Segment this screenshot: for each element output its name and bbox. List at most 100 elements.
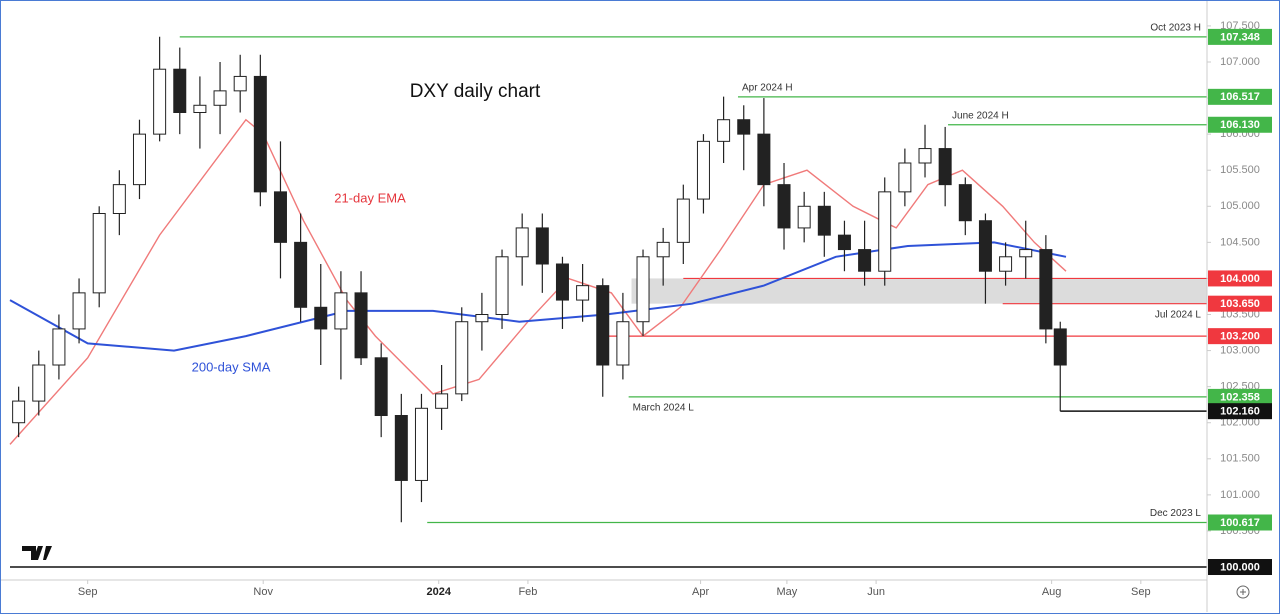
candle-body xyxy=(757,133,771,186)
sma-annotation: 200-day SMA xyxy=(192,359,271,374)
candle-body xyxy=(797,205,811,229)
y-tick-label: 101.500 xyxy=(1220,453,1260,465)
price-box xyxy=(1208,328,1272,345)
candle-body xyxy=(253,75,267,193)
price-box-label: 106.130 xyxy=(1220,119,1260,131)
x-tick-label: Apr xyxy=(692,586,709,598)
candle-body xyxy=(394,415,408,481)
price-box xyxy=(1208,388,1272,405)
candle-body xyxy=(858,249,872,272)
candle-body xyxy=(354,292,368,359)
candle-body xyxy=(1053,328,1067,366)
candle-body xyxy=(233,75,247,92)
price-box xyxy=(1208,514,1272,531)
level-label: Jul 2024 L xyxy=(1155,309,1202,320)
level-label: Oct 2023 H xyxy=(1150,23,1201,34)
x-tick-label: Aug xyxy=(1042,586,1062,598)
candle-body xyxy=(112,184,126,215)
level-label: March 2024 L xyxy=(633,403,695,414)
candle-body xyxy=(374,357,388,417)
candle-body xyxy=(717,119,731,142)
price-box xyxy=(1208,116,1272,133)
x-tick-label: May xyxy=(777,586,798,598)
candle-body xyxy=(576,285,590,301)
candle-body xyxy=(777,184,791,229)
candle-body xyxy=(837,234,851,251)
price-box xyxy=(1208,295,1272,312)
price-box-label: 103.650 xyxy=(1220,298,1260,310)
candle-body xyxy=(455,321,469,395)
candle-body xyxy=(596,285,610,366)
candle-body xyxy=(515,227,529,258)
price-box-label: 104.000 xyxy=(1220,273,1260,285)
candle-body xyxy=(435,393,449,409)
candle-body xyxy=(676,198,690,243)
candle-body xyxy=(999,256,1013,272)
candle-body xyxy=(696,140,710,200)
price-box-label: 103.200 xyxy=(1220,331,1260,343)
candle-body xyxy=(314,306,328,330)
candle-body xyxy=(978,220,992,272)
chart-title: DXY daily chart xyxy=(410,81,541,102)
candle-body xyxy=(193,104,207,113)
candle-body xyxy=(132,133,146,186)
price-box xyxy=(1208,28,1272,45)
candle-body xyxy=(153,68,167,135)
candle-body xyxy=(92,213,106,294)
y-tick-label: 107.500 xyxy=(1220,20,1260,32)
price-box-label: 106.517 xyxy=(1220,91,1260,103)
candle-body xyxy=(636,256,650,323)
candle-body xyxy=(898,162,912,193)
candle-body xyxy=(1019,249,1033,258)
settings-icon[interactable] xyxy=(1236,585,1250,599)
x-tick-label: Feb xyxy=(518,586,537,598)
y-tick-label: 101.000 xyxy=(1220,489,1260,501)
candle-body xyxy=(918,148,932,164)
y-tick-label: 105.000 xyxy=(1220,200,1260,212)
candle-body xyxy=(273,191,287,243)
level-label: Apr 2024 H xyxy=(742,82,793,93)
level-label: Dec 2023 L xyxy=(1150,508,1202,519)
candle-body xyxy=(294,241,308,308)
price-box-label: 100.000 xyxy=(1220,561,1260,573)
x-tick-label: Sep xyxy=(1131,586,1151,598)
candle-body xyxy=(555,263,569,301)
candle-body xyxy=(334,292,348,330)
y-tick-label: 107.000 xyxy=(1220,56,1260,68)
candle-body xyxy=(958,184,972,222)
x-tick-label: 2024 xyxy=(426,586,451,598)
candle-body xyxy=(938,148,952,186)
candle-body xyxy=(1039,249,1053,330)
candle-body xyxy=(52,328,66,366)
zone xyxy=(631,278,1207,304)
candle-body xyxy=(817,205,831,236)
price-box xyxy=(1208,270,1272,287)
candle-body xyxy=(737,119,751,135)
y-tick-label: 105.500 xyxy=(1220,164,1260,176)
x-tick-label: Jun xyxy=(867,586,885,598)
candle-body xyxy=(656,241,670,258)
candle-body xyxy=(72,292,86,330)
candle-body xyxy=(32,364,46,402)
candle-body xyxy=(878,191,892,272)
ema-annotation: 21-day EMA xyxy=(334,190,406,205)
x-tick-label: Nov xyxy=(253,586,273,598)
y-tick-label: 102.000 xyxy=(1220,417,1260,429)
candle-body xyxy=(616,321,630,366)
price-box xyxy=(1208,88,1272,105)
price-box-label: 102.358 xyxy=(1220,391,1260,403)
candle-body xyxy=(173,68,187,113)
y-tick-label: 103.000 xyxy=(1220,344,1260,356)
y-tick-label: 104.500 xyxy=(1220,236,1260,248)
price-box xyxy=(1208,559,1272,576)
candle-body xyxy=(475,314,489,323)
price-box-label: 102.160 xyxy=(1220,406,1260,418)
candle-body xyxy=(495,256,509,316)
price-box xyxy=(1208,403,1272,420)
x-tick-label: Sep xyxy=(78,586,98,598)
logo xyxy=(22,546,52,560)
candle-body xyxy=(213,90,227,106)
candle-body xyxy=(535,227,549,265)
candle-body xyxy=(414,407,428,481)
